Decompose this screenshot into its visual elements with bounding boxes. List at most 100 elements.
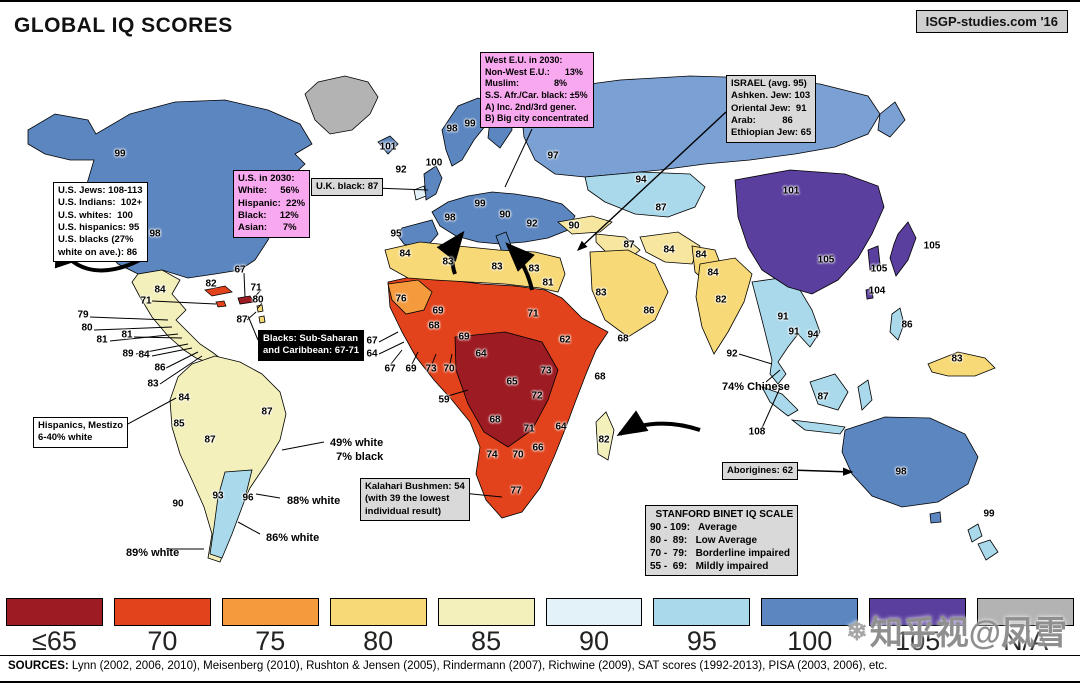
map-iq-label: 84 [399, 248, 411, 260]
map-iq-label: 93 [212, 490, 224, 502]
map-iq-label: 86 [154, 362, 166, 374]
page-title: GLOBAL IQ SCORES [14, 14, 233, 37]
annotation-line: Muslim: 8% [485, 78, 568, 89]
map-iq-label: 86 [643, 305, 655, 317]
region-new-guinea [928, 352, 995, 376]
map-iq-label: 90 [172, 498, 184, 510]
legend-item-85: 85 [437, 598, 535, 655]
map-iq-label: 82 [598, 434, 610, 446]
map-iq-label: 83 [442, 256, 454, 268]
map-iq-label: 83 [528, 263, 540, 275]
map-iq-label: 105 [870, 263, 888, 275]
map-iq-label: 80 [81, 322, 93, 334]
map-iq-label: 82 [205, 278, 217, 290]
map-iq-label: 92 [526, 218, 538, 230]
watermark: ❄知乎视@凤雪 [846, 606, 1067, 654]
migration-arrows [54, 112, 854, 476]
annotation-line: 49% white [330, 437, 384, 449]
annotation-line: West E.U. in 2030: [485, 55, 563, 65]
map-iq-label: 64 [555, 421, 567, 433]
map-iq-label: 94 [635, 174, 647, 186]
annotation-line: Ethiopian Jew: 65 [731, 127, 812, 139]
map-iq-label: 99 [114, 148, 126, 160]
map-iq-label: 70 [512, 449, 524, 461]
annotation-line: 6-40% white [38, 432, 93, 444]
map-iq-label: 104 [868, 285, 886, 297]
annotation-line: individual result) [365, 505, 442, 517]
map-iq-label: 70 [443, 363, 455, 375]
region-taiwan [866, 288, 873, 299]
legend-swatch [545, 598, 643, 626]
region-greenland [305, 76, 378, 134]
region-tasmania [930, 512, 941, 523]
region-indonesia [762, 374, 872, 434]
region-australia [842, 417, 978, 507]
legend-swatch [653, 598, 751, 626]
legend-item-70: 70 [113, 598, 211, 655]
map-iq-label: 76 [395, 293, 407, 305]
sources-line: SOURCES: Lynn (2002, 2006, 2010), Meisen… [8, 660, 1076, 672]
legend-item-≤65: ≤65 [6, 598, 103, 655]
region-kamchatka [878, 102, 905, 137]
legend-label: N/A [1003, 626, 1049, 656]
map-iq-label: 87 [655, 202, 667, 214]
annotation-line: Non-West E.U.: 13% [485, 66, 583, 77]
annotation-line: 7% black [330, 451, 384, 464]
legend-swatch [329, 598, 427, 626]
region-southern-cone [210, 470, 252, 558]
map-iq-label: 67 [366, 335, 378, 347]
annotation-us-2030: U.S. in 2030: White: 56% Hispanic: 22% Blac… [233, 170, 311, 238]
region-central-africa [455, 332, 558, 447]
legend-item-100: 100 [761, 598, 859, 655]
map-iq-label: 62 [559, 334, 571, 346]
map-iq-label: 98 [895, 466, 907, 478]
annotation-line: White: 56% [238, 185, 300, 197]
map-iq-label: 68 [489, 414, 501, 426]
map-iq-label: 99 [464, 118, 476, 130]
map-iq-label: 71 [523, 423, 535, 435]
map-iq-label: 83 [595, 287, 607, 299]
annotation-line: 55 - 69: Mildly impaired [650, 561, 769, 572]
map-iq-label: 108 [748, 426, 766, 438]
region-iceland [378, 136, 398, 154]
map-iq-label: 72 [531, 390, 543, 402]
map-iq-label: 86 [901, 319, 913, 331]
annotation-chinese-74: 74% Chinese [718, 378, 794, 396]
region-west-africa-sahel [388, 280, 432, 314]
annotation-line: Blacks: Sub-Saharan [263, 333, 359, 344]
map-iq-label: 69 [432, 305, 444, 317]
map-iq-label: 92 [726, 348, 738, 360]
map-iq-label: 98 [444, 212, 456, 224]
map-iq-label: 98 [149, 228, 161, 240]
annotation-line: 70 - 79: Borderline impaired [650, 548, 791, 559]
legend-swatch [113, 598, 211, 626]
map-iq-label: 84 [707, 267, 719, 279]
map-iq-label: 91 [788, 326, 800, 338]
annotation-line: U.S. blacks (27% [58, 234, 134, 246]
annotation-us-jews: U.S. Jews: 108-113 U.S. Indians: 102+ U.S.… [53, 182, 148, 263]
map-iq-label: 68 [617, 333, 629, 345]
annotation-line: U.S. hispanics: 95 [58, 222, 140, 234]
annotation-line: Oriental Jew: 91 [731, 102, 807, 114]
legend-item-75: 75 [221, 598, 319, 655]
legend-label: 105 [895, 626, 941, 656]
annotation-white-49: 49% white 7% black [326, 434, 387, 467]
annotation-line: 80 - 89: Low Average [650, 535, 758, 546]
legend-item-80: 80 [329, 598, 427, 655]
annotation-blacks-subsaharan: Blacks: Sub-Saharan and Caribbean: 67-71 [258, 330, 365, 361]
annotation-line: Kalahari Bushmen: 54 [365, 481, 465, 492]
legend-label: 95 [686, 626, 717, 656]
map-iq-label: 87 [204, 434, 216, 446]
map-iq-label: 94 [807, 329, 819, 341]
map-iq-label: 83 [491, 261, 503, 273]
annotation-line: Ashken. Jew: 103 [731, 90, 811, 102]
region-se-asia [752, 278, 820, 384]
map-iq-label: 90 [499, 209, 511, 221]
annotation-line: 86% white [266, 532, 320, 544]
legend-swatch [221, 598, 319, 626]
map-iq-label: 64 [475, 348, 487, 360]
map-iq-label: 100 [425, 157, 443, 169]
annotation-white-89: 89% white [122, 544, 183, 562]
map-iq-label: 87 [817, 391, 829, 403]
